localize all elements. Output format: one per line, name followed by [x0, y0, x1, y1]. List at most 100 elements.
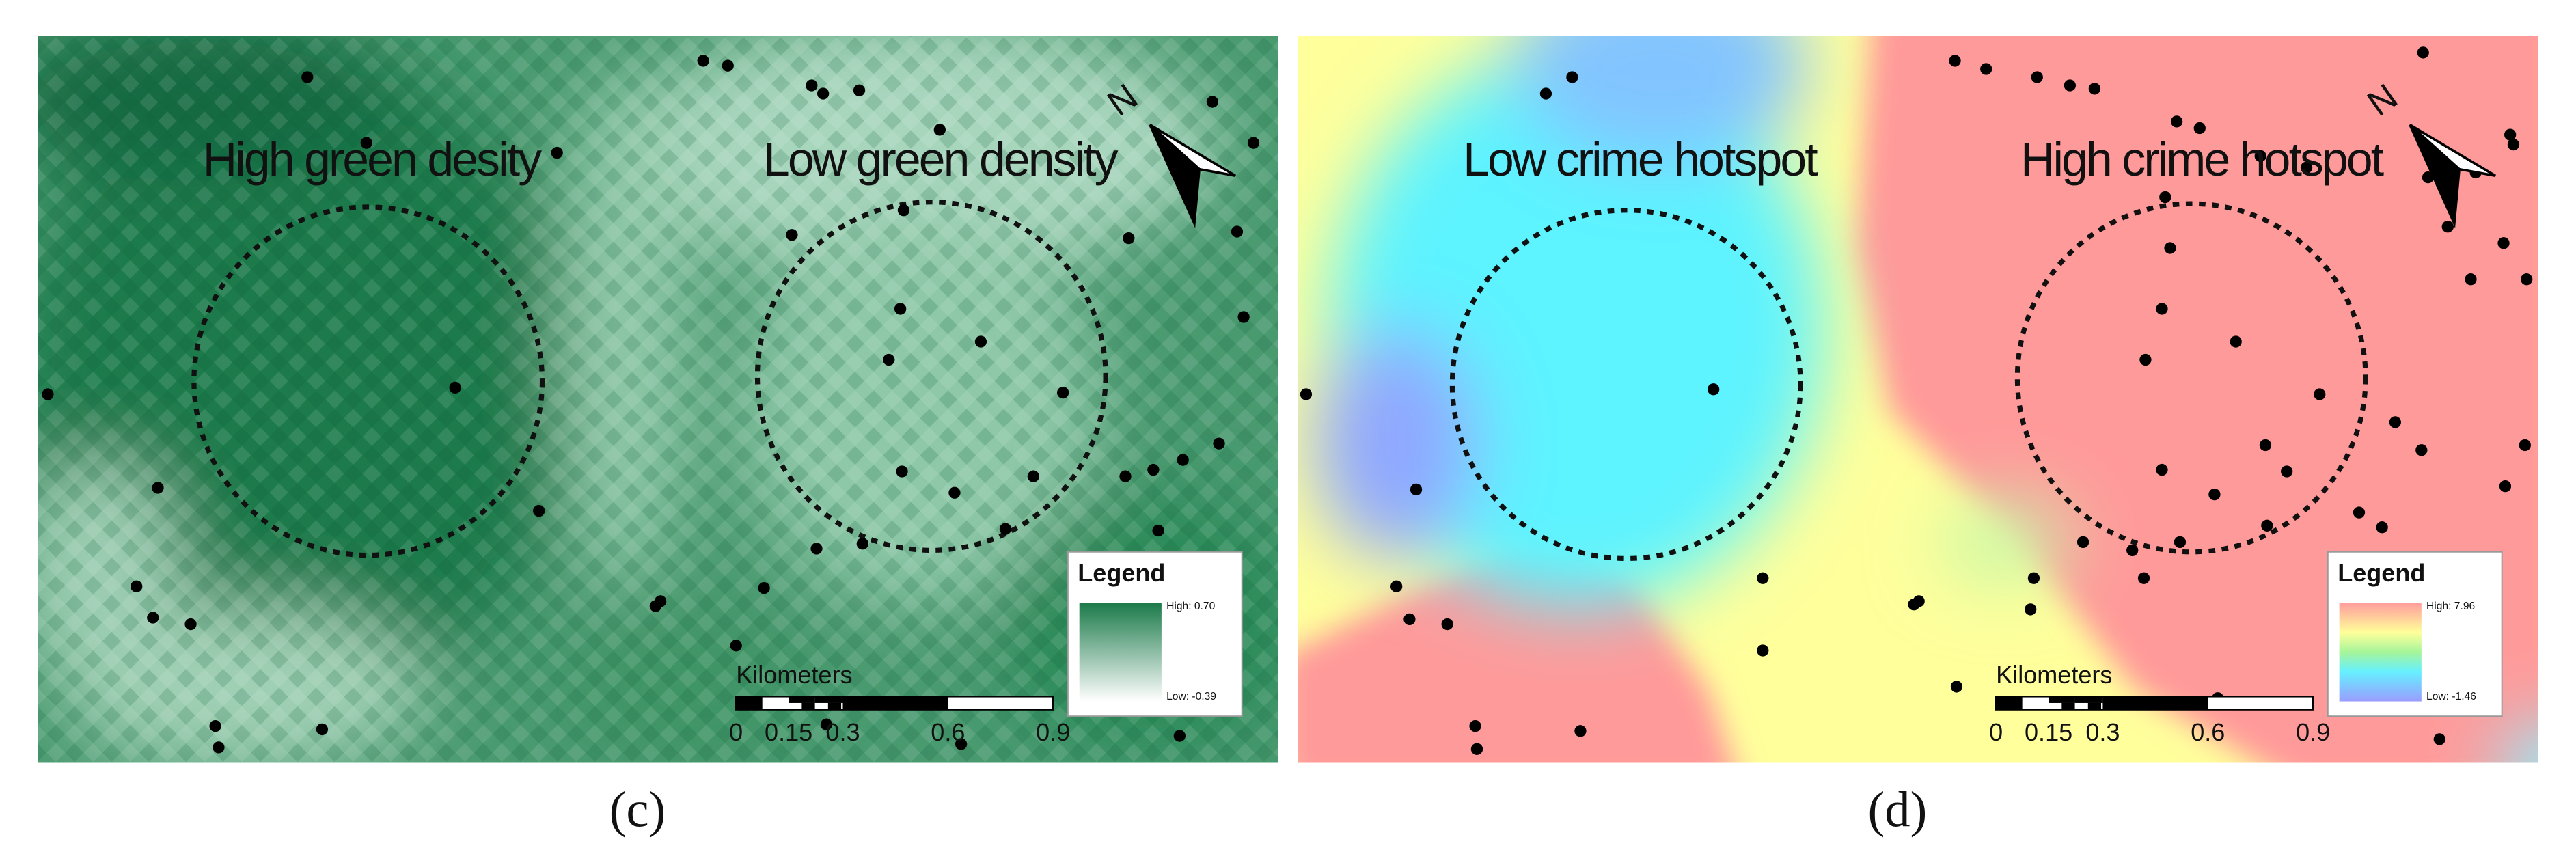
point [2465, 273, 2477, 286]
point [955, 738, 968, 750]
point [2281, 465, 2293, 478]
point [1390, 580, 1403, 592]
point [1566, 71, 1578, 83]
legend-title: Legend [2338, 559, 2425, 587]
map-annotation: High crime hotspot [2020, 133, 2384, 186]
point [2433, 733, 2445, 745]
crime-hotspot-map [1298, 36, 2538, 763]
point [551, 146, 563, 159]
point [2193, 122, 2206, 135]
point [2259, 439, 2272, 452]
point [2254, 150, 2266, 163]
point [2077, 536, 2089, 549]
point [42, 388, 54, 400]
point [2174, 536, 2187, 549]
point [2170, 115, 2183, 128]
point [1147, 463, 1160, 476]
point [2088, 83, 2101, 95]
point [209, 719, 221, 732]
point [1469, 719, 1481, 732]
point [131, 580, 143, 592]
point [897, 204, 910, 217]
scale-segment [842, 696, 948, 710]
point [999, 523, 1012, 535]
point [810, 543, 823, 555]
point [1441, 618, 1453, 631]
scale-unit: Kilometers [1996, 661, 2112, 689]
point [1213, 437, 1225, 450]
scale-unit: Kilometers [736, 661, 852, 689]
legend-ramp [2339, 603, 2422, 702]
point [758, 582, 770, 594]
point [1231, 225, 1244, 238]
point [316, 723, 329, 736]
point [2024, 603, 2037, 616]
scale-tick: 0.6 [931, 718, 965, 746]
point [1119, 470, 1132, 482]
point [649, 600, 662, 612]
scale-tick: 0 [1989, 718, 2003, 746]
point [933, 124, 946, 136]
scale-segment [2074, 696, 2103, 703]
point [1708, 383, 1720, 396]
point [1206, 96, 1219, 108]
point [1980, 63, 1992, 75]
legend-ramp [1079, 603, 1162, 702]
point [147, 612, 159, 624]
point [2353, 506, 2366, 519]
point [2064, 79, 2077, 92]
point [2415, 444, 2428, 456]
point [213, 741, 225, 754]
point [856, 538, 868, 550]
point [533, 505, 545, 517]
point [2126, 544, 2139, 557]
scale-segment [2102, 696, 2208, 710]
point [2230, 335, 2242, 348]
scale-segment [801, 702, 815, 710]
point [2261, 519, 2273, 532]
scale-tick: 0.3 [2085, 718, 2120, 746]
point [2376, 521, 2388, 534]
point [1574, 725, 1587, 737]
point [948, 486, 961, 499]
study-area-circle [191, 204, 545, 558]
point [2417, 46, 2429, 59]
point [697, 55, 709, 67]
point [2504, 128, 2517, 141]
panel-caption: (d) [1867, 782, 1927, 838]
point [817, 87, 830, 100]
legend-title: Legend [1078, 559, 1165, 587]
panel-caption: (c) [609, 782, 666, 838]
point [806, 79, 818, 92]
point [301, 71, 314, 83]
scale-tick: 0.9 [1036, 718, 1070, 746]
legend-low: Low: -0.39 [1166, 691, 1216, 702]
point [1237, 311, 1250, 323]
point [2139, 353, 2152, 366]
point [974, 335, 987, 348]
point [2027, 572, 2040, 584]
point [152, 482, 164, 494]
map-annotation: High green desity [203, 133, 542, 186]
point [820, 718, 833, 730]
scale-segment [2061, 702, 2075, 710]
study-area-circle [1449, 208, 1803, 562]
point [2441, 221, 2454, 233]
point [1027, 470, 1040, 482]
legend-low: Low: -1.46 [2426, 691, 2476, 702]
point [2031, 71, 2043, 83]
point [2156, 463, 2168, 476]
point [896, 465, 908, 478]
scale-tick: 0 [729, 718, 743, 746]
point [1177, 454, 1189, 466]
point [2300, 161, 2313, 174]
point [786, 229, 798, 241]
point [1950, 681, 1963, 693]
scale-tick: 0.15 [2025, 718, 2072, 746]
point [2164, 242, 2176, 254]
point [1908, 599, 1920, 611]
point [2159, 191, 2171, 204]
scale-segment [2087, 702, 2102, 710]
